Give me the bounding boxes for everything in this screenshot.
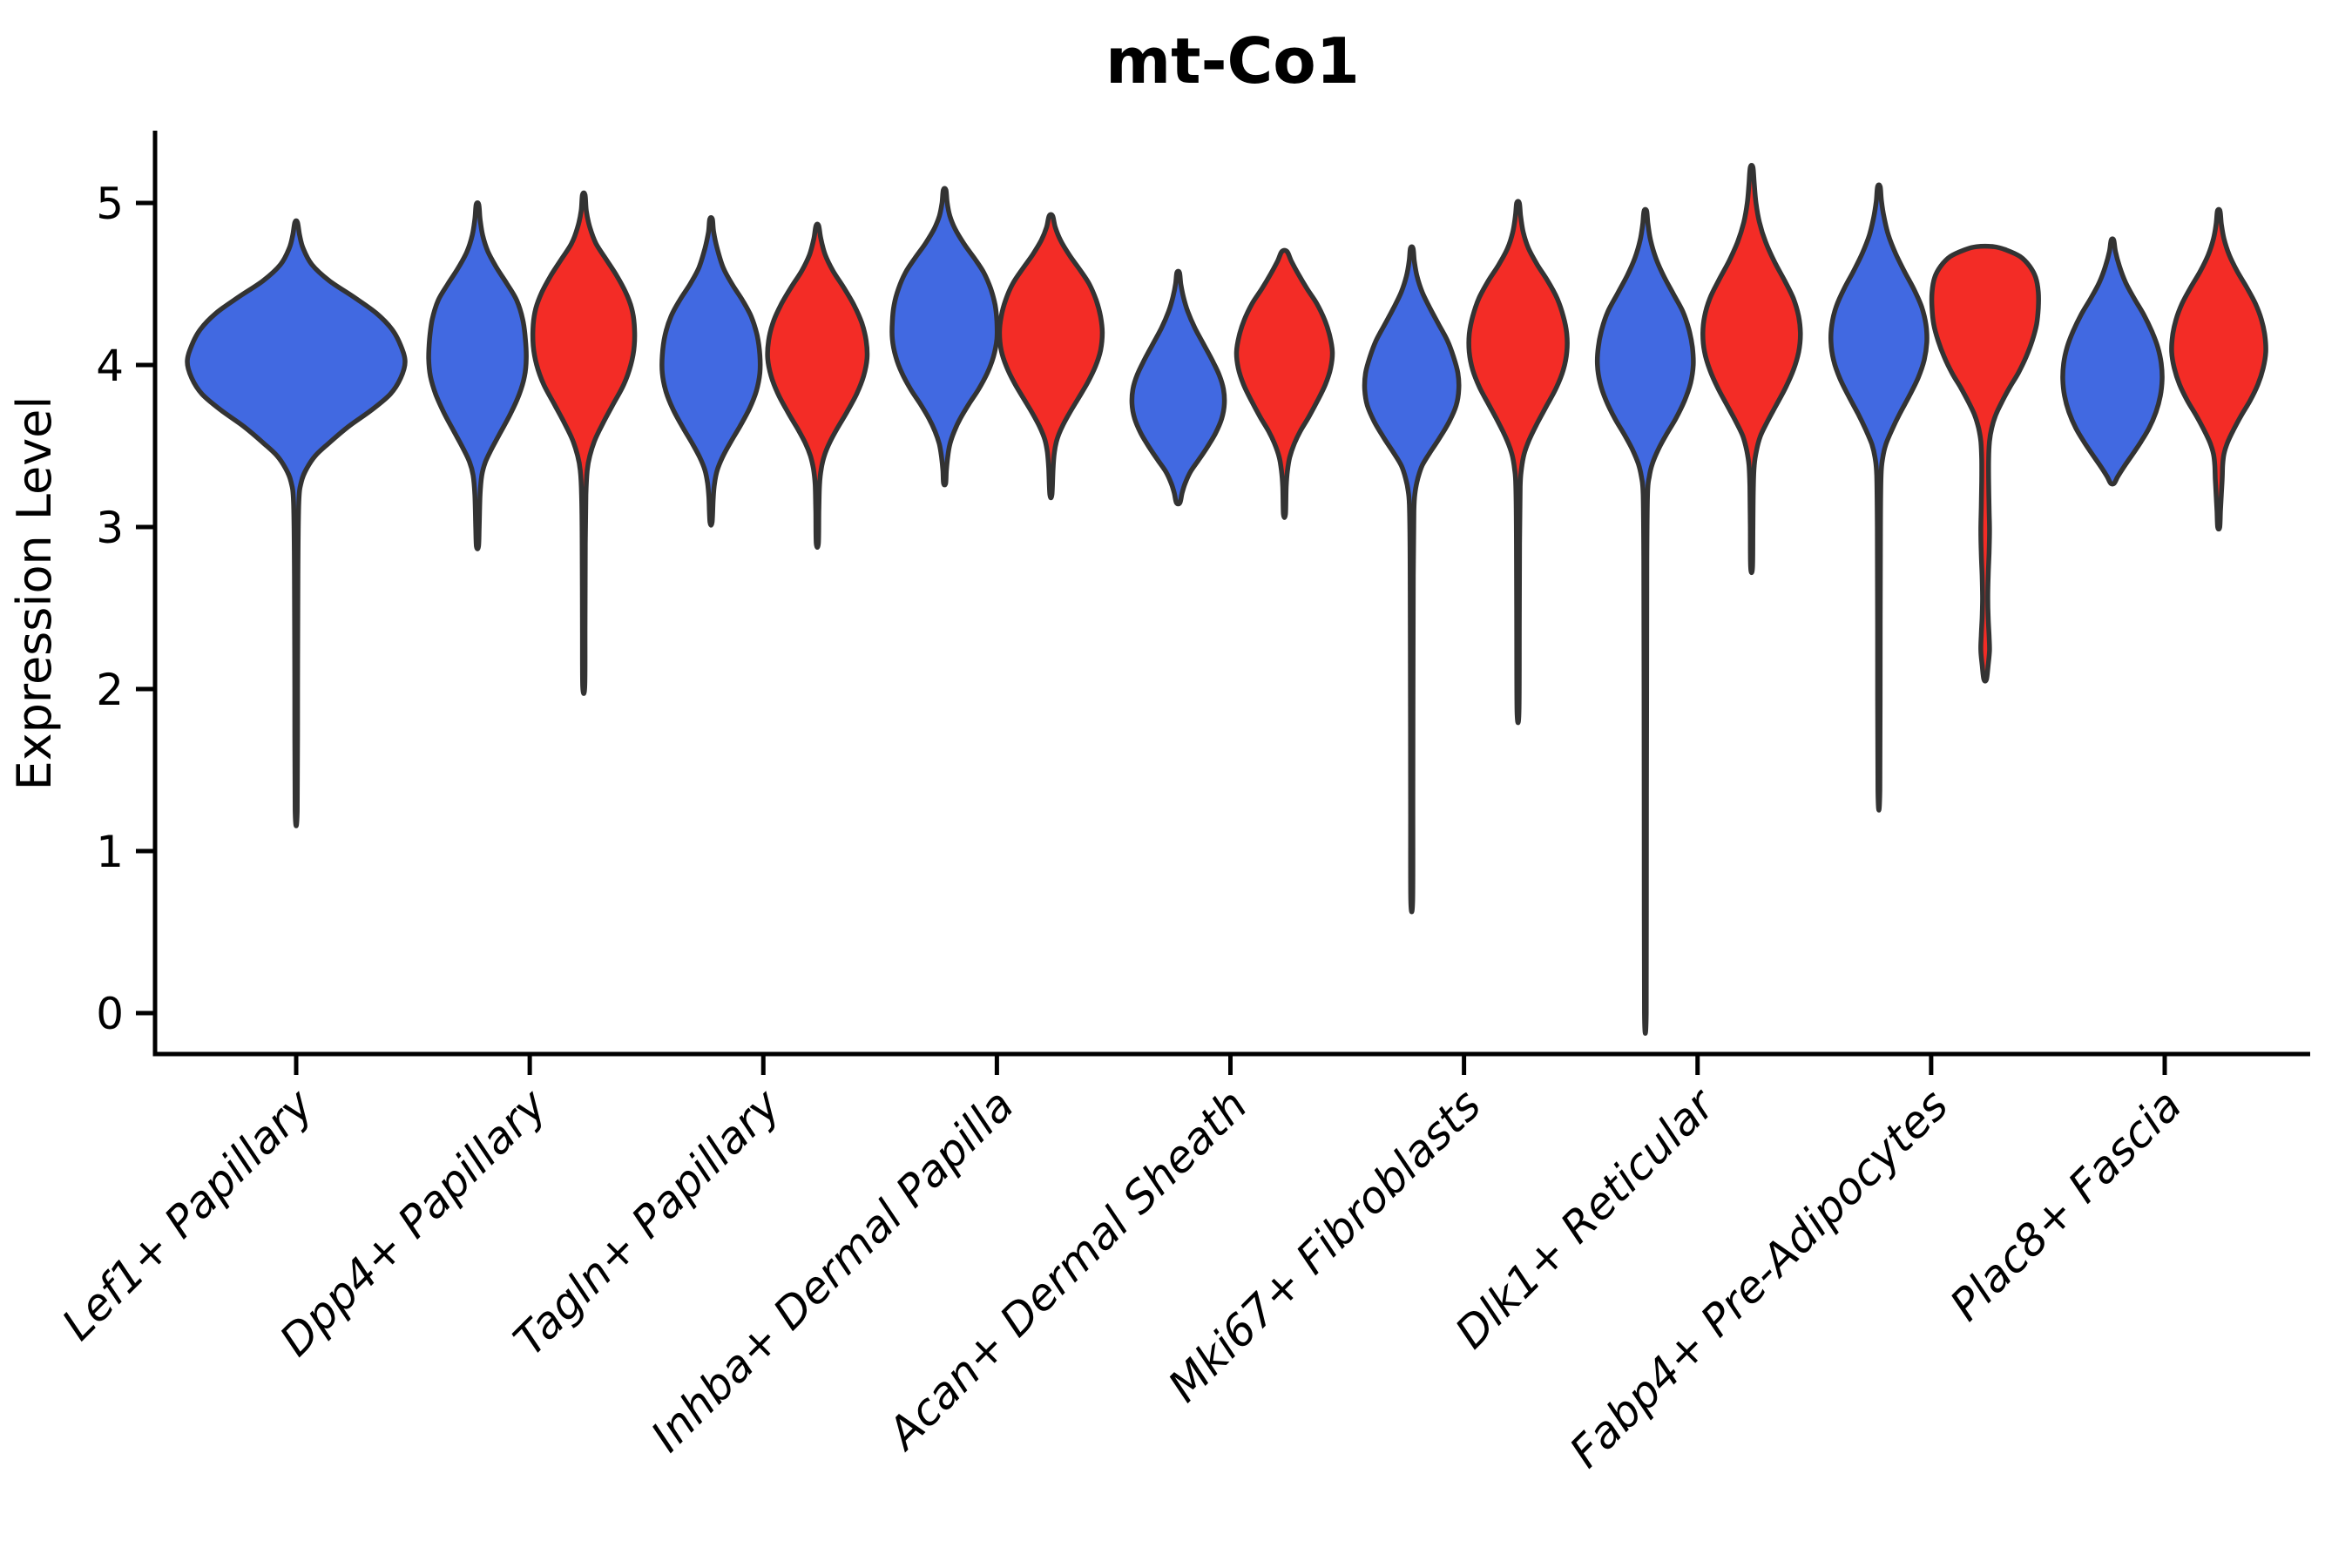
violin-lef1-papillary-blue [185, 218, 408, 828]
violin-fabp4-pre-adipocytes-red [1929, 244, 2041, 684]
violin-tagln-papillary-blue [659, 215, 763, 528]
violin-acan-dermal-sheath-blue [1129, 268, 1227, 507]
y-tick-label-4: 4 [96, 341, 124, 391]
y-tick-label-1: 1 [96, 827, 124, 877]
y-tick-label-0: 0 [96, 989, 124, 1039]
violin-dpp4-papillary-red [530, 190, 638, 696]
y-tick-label-2: 2 [96, 665, 124, 715]
violin-plac8-fascia-red [2169, 206, 2268, 532]
violin-mki67-fibroblasts-blue [1362, 244, 1462, 915]
violin-plac8-fascia-blue [2060, 236, 2165, 487]
chart-title: mt-Co1 [1105, 24, 1360, 98]
violin-inhba-dermal-papilla-blue [889, 186, 1000, 488]
x-tick-label-6: Dlk1+ Reticular [1445, 1078, 1726, 1358]
violins-layer [185, 163, 2268, 1036]
violin-dlk1-reticular-red [1700, 163, 1803, 576]
violin-dlk1-reticular-blue [1594, 206, 1696, 1036]
x-tick-label-8: Plac8+ Fascia [1941, 1079, 2192, 1330]
x-tick-label-0: Lef1+ Papillary [52, 1078, 323, 1349]
violin-fabp4-pre-adipocytes-blue [1828, 182, 1930, 813]
violin-mki67-fibroblasts-red [1466, 199, 1570, 726]
violin-inhba-dermal-papilla-red [997, 212, 1105, 501]
violin-tagln-papillary-red [765, 221, 870, 550]
y-tick-label-5: 5 [96, 179, 124, 229]
x-tick-label-7: Fabp4+ Pre-Adipocytes [1560, 1079, 1958, 1477]
violin-dpp4-papillary-blue [426, 200, 529, 551]
violin-acan-dermal-sheath-red [1233, 247, 1335, 520]
y-axis-label: Expression Level [7, 396, 62, 791]
y-tick-label-3: 3 [96, 503, 124, 553]
axis-spines [152, 131, 2310, 1057]
y-axis-ticks: 0 1 2 3 4 5 [96, 179, 153, 1039]
